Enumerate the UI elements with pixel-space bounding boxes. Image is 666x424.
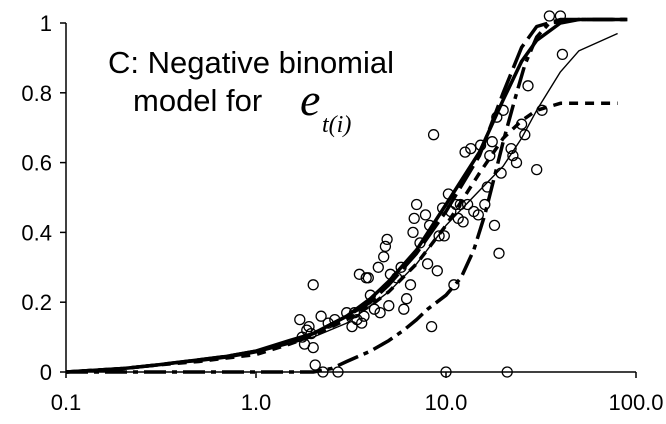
annotation-line1: C: Negative binomial xyxy=(108,45,394,80)
tick-labels: 0 0.2 0.4 0.6 0.8 1 0.1 1.0 10.0 100.0 xyxy=(21,11,663,415)
data-point xyxy=(507,149,519,162)
data-point xyxy=(348,307,361,319)
data-point xyxy=(303,320,315,333)
data-point xyxy=(404,279,417,291)
data-point xyxy=(488,219,501,232)
x-tick-label: 10.0 xyxy=(425,390,468,415)
y-tick-label: 1 xyxy=(40,11,52,36)
data-point xyxy=(431,265,443,277)
data-point xyxy=(378,251,390,263)
annotation-symbol: e xyxy=(300,74,320,125)
annotation-line2: model for xyxy=(133,83,262,118)
data-point xyxy=(440,366,452,378)
data-point xyxy=(522,80,534,92)
data-point xyxy=(384,268,397,280)
data-point xyxy=(556,48,569,61)
data-point xyxy=(294,313,306,326)
data-point xyxy=(407,226,419,239)
data-point xyxy=(465,142,477,155)
curve-short-dash xyxy=(65,101,618,374)
data-point xyxy=(398,303,410,315)
y-tick-label: 0.8 xyxy=(21,81,52,106)
data-point xyxy=(322,317,334,329)
data-point xyxy=(374,307,386,319)
data-point xyxy=(317,366,329,378)
data-point xyxy=(486,136,498,148)
data-point xyxy=(454,198,467,211)
data-point xyxy=(419,209,432,221)
data-point xyxy=(391,272,403,284)
data-point xyxy=(332,366,344,378)
data-point xyxy=(329,313,341,326)
data-point xyxy=(381,233,393,246)
x-tick-label: 100.0 xyxy=(608,390,663,415)
x-tick-label: 0.1 xyxy=(51,390,82,415)
data-point xyxy=(474,139,487,151)
data-point xyxy=(543,10,556,22)
data-point xyxy=(362,272,374,284)
data-points xyxy=(294,10,569,378)
annotation-subscript: t(i) xyxy=(322,112,351,138)
data-point xyxy=(356,317,368,329)
data-point xyxy=(450,198,462,211)
data-point xyxy=(433,230,445,242)
data-point xyxy=(307,279,319,291)
data-point xyxy=(515,118,528,130)
data-point xyxy=(481,181,493,193)
data-point xyxy=(461,198,474,211)
data-point xyxy=(379,240,392,253)
data-point xyxy=(346,320,358,333)
data-point xyxy=(505,142,517,155)
data-point xyxy=(438,230,450,242)
curves xyxy=(65,17,628,374)
data-point xyxy=(421,258,434,270)
data-point xyxy=(410,198,423,211)
data-point xyxy=(448,279,460,291)
data-point xyxy=(309,359,321,371)
data-point xyxy=(425,320,438,333)
y-tick-label: 0.6 xyxy=(21,151,52,176)
data-point xyxy=(493,247,505,259)
data-point xyxy=(519,129,531,141)
data-point xyxy=(383,300,395,312)
data-point xyxy=(423,219,436,232)
data-point xyxy=(459,146,471,158)
data-point xyxy=(315,310,327,322)
x-tick-label: 1.0 xyxy=(241,390,272,415)
data-point xyxy=(364,289,377,301)
data-point xyxy=(442,188,455,200)
data-point xyxy=(408,212,420,225)
data-point xyxy=(307,341,319,354)
y-tick-label: 0.2 xyxy=(21,290,52,315)
data-point xyxy=(491,111,503,123)
data-point xyxy=(472,209,484,221)
curve-dash-dot xyxy=(66,17,628,374)
data-point xyxy=(372,261,384,273)
data-point xyxy=(400,293,413,305)
data-point xyxy=(479,198,491,211)
model-annotation: C: Negative binomial model for e t(i) xyxy=(108,45,394,138)
data-point xyxy=(358,310,370,322)
data-point xyxy=(484,149,496,162)
data-point xyxy=(495,167,507,179)
data-point xyxy=(395,261,407,273)
data-point xyxy=(457,216,469,228)
data-point xyxy=(510,156,523,169)
data-point xyxy=(414,237,426,249)
data-point xyxy=(427,129,440,141)
data-point xyxy=(341,307,353,319)
data-point xyxy=(554,10,567,22)
data-point xyxy=(445,205,457,218)
data-point xyxy=(531,163,543,176)
data-point xyxy=(497,104,509,116)
y-tick-label: 0 xyxy=(40,360,52,385)
data-point xyxy=(536,104,548,116)
y-tick-label: 0.4 xyxy=(21,220,52,245)
data-point xyxy=(368,303,381,315)
data-point xyxy=(305,327,317,340)
data-point xyxy=(501,366,513,378)
